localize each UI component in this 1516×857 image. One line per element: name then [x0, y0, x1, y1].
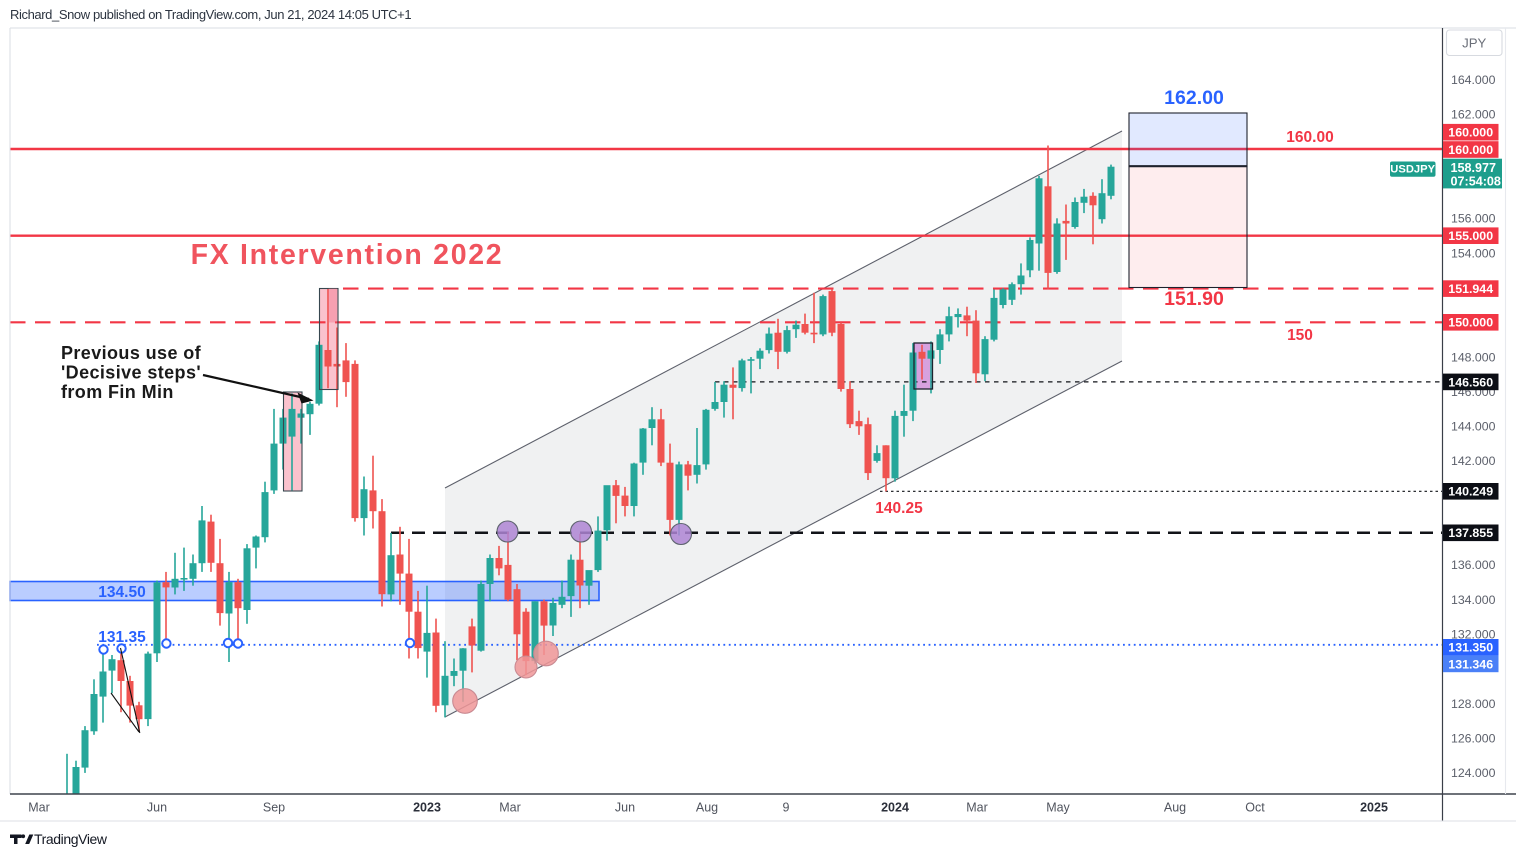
svg-text:158.977: 158.977: [1451, 161, 1497, 175]
svg-text:Richard_Snow published on Trad: Richard_Snow published on TradingView.co…: [10, 7, 411, 22]
svg-text:150.000: 150.000: [1448, 316, 1493, 330]
svg-text:128.000: 128.000: [1451, 697, 1496, 711]
svg-text:Jun: Jun: [615, 801, 635, 815]
svg-text:07:54:08: 07:54:08: [1451, 174, 1501, 188]
svg-text:134.000: 134.000: [1451, 593, 1496, 607]
svg-text:140.25: 140.25: [875, 500, 923, 517]
svg-text:151.90: 151.90: [1164, 288, 1224, 310]
svg-text:FX Intervention 2022: FX Intervention 2022: [191, 239, 504, 271]
svg-text:162.000: 162.000: [1451, 108, 1496, 122]
svg-text:Aug: Aug: [696, 801, 718, 815]
svg-text:160.000: 160.000: [1448, 143, 1493, 157]
svg-text:'Decisive steps': 'Decisive steps': [61, 363, 201, 383]
svg-text:155.000: 155.000: [1448, 229, 1493, 243]
svg-text:Mar: Mar: [28, 801, 50, 815]
svg-text:Mar: Mar: [966, 801, 988, 815]
svg-text:160.00: 160.00: [1286, 129, 1333, 146]
svg-text:160.000: 160.000: [1448, 126, 1493, 140]
svg-text:2023: 2023: [413, 801, 441, 815]
svg-text:Sep: Sep: [263, 801, 285, 815]
svg-text:TradingView: TradingView: [34, 831, 108, 847]
svg-text:146.560: 146.560: [1448, 375, 1493, 389]
svg-text:from Fin Min: from Fin Min: [61, 382, 174, 402]
svg-text:151.944: 151.944: [1448, 282, 1493, 296]
svg-text:9: 9: [783, 801, 790, 815]
svg-text:126.000: 126.000: [1451, 732, 1496, 746]
svg-text:Oct: Oct: [1245, 801, 1265, 815]
svg-text:142.000: 142.000: [1451, 454, 1496, 468]
svg-text:Aug: Aug: [1164, 801, 1186, 815]
svg-text:May: May: [1046, 801, 1070, 815]
svg-text:148.000: 148.000: [1451, 350, 1496, 364]
svg-text:140.249: 140.249: [1448, 485, 1493, 499]
svg-text:124.000: 124.000: [1451, 766, 1496, 780]
svg-text:131.35: 131.35: [98, 629, 146, 646]
svg-text:150: 150: [1287, 327, 1313, 344]
svg-text:131.346: 131.346: [1448, 657, 1493, 671]
svg-text:Mar: Mar: [499, 801, 521, 815]
svg-text:137.855: 137.855: [1448, 526, 1493, 540]
svg-text:164.000: 164.000: [1451, 73, 1496, 87]
svg-text:144.000: 144.000: [1451, 420, 1496, 434]
svg-text:2024: 2024: [881, 801, 909, 815]
svg-text:156.000: 156.000: [1451, 212, 1496, 226]
svg-text:136.000: 136.000: [1451, 558, 1496, 572]
svg-text:USDJPY: USDJPY: [1390, 164, 1435, 176]
svg-text:Previous use of: Previous use of: [61, 343, 202, 363]
svg-text:132.000: 132.000: [1451, 628, 1496, 642]
svg-text:162.00: 162.00: [1164, 87, 1224, 109]
svg-text:134.50: 134.50: [98, 584, 145, 601]
svg-text:JPY: JPY: [1462, 36, 1486, 51]
svg-text:2025: 2025: [1360, 801, 1388, 815]
svg-text:154.000: 154.000: [1451, 246, 1496, 260]
svg-text:131.350: 131.350: [1448, 641, 1493, 655]
svg-text:Jun: Jun: [147, 801, 167, 815]
